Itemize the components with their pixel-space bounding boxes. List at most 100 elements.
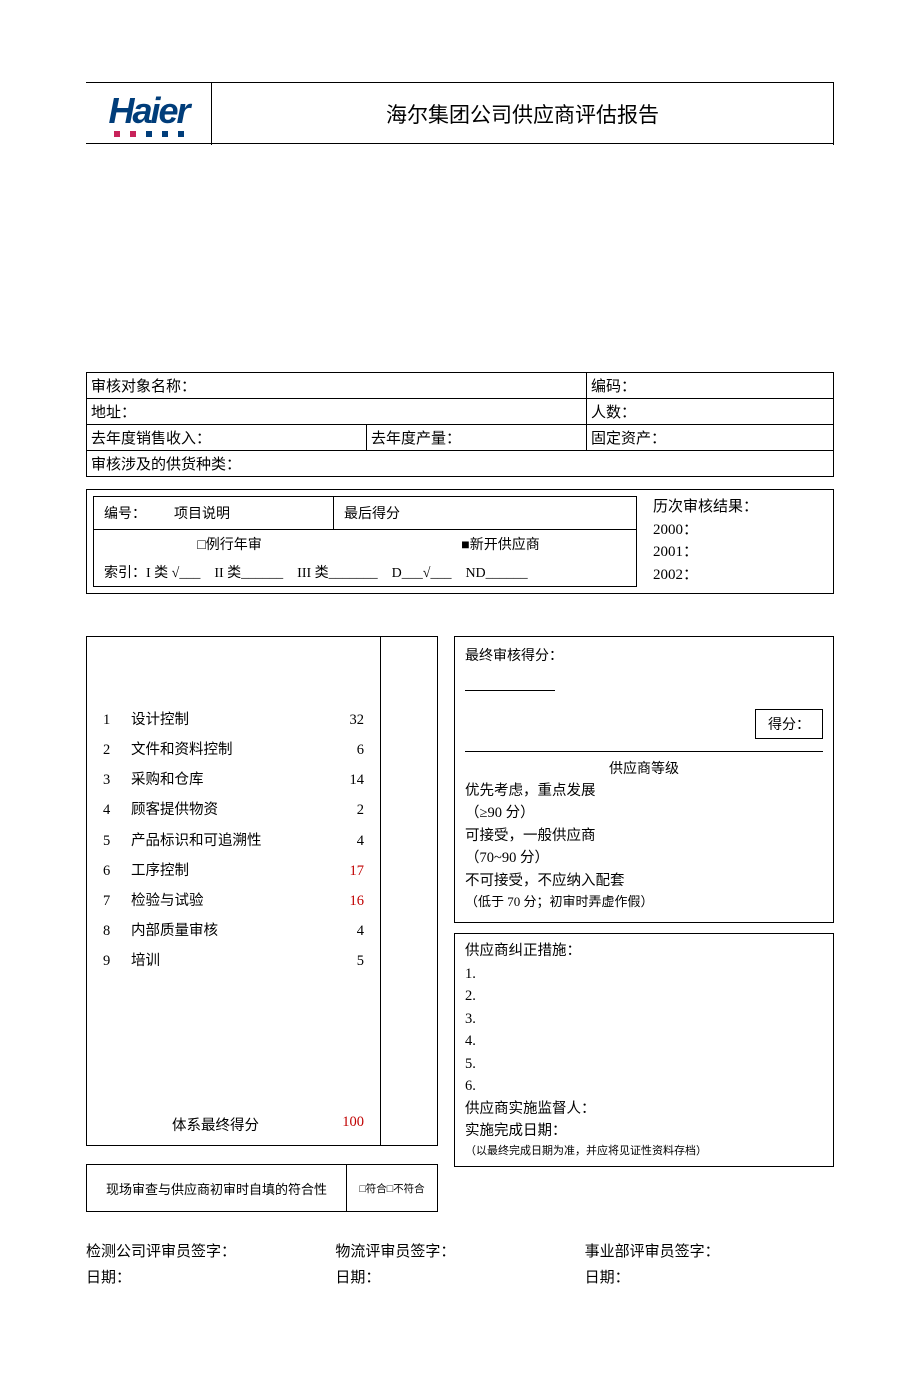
score-item-name: 设计控制 (131, 705, 324, 735)
sign-2: 物流评审员签字： (335, 1240, 584, 1266)
score-item-name: 顾客提供物资 (131, 795, 324, 825)
final-score-blank (465, 671, 555, 691)
sign-3: 事业部评审员签字： (585, 1240, 834, 1266)
history-box: 历次审核结果： 2000： 2001： 2002： (647, 496, 827, 587)
year-2001: 2001： (653, 541, 821, 564)
score-value: 2 (324, 795, 364, 825)
number-label: 编号： (104, 503, 146, 523)
audit-name-label: 审核对象名称： (87, 373, 587, 398)
sign-2-date: 日期： (335, 1266, 584, 1292)
conformity-box: 现场审查与供应商初审时自填的符合性 □符合□不符合 (86, 1164, 438, 1212)
score-value: 17 (324, 856, 364, 886)
grade-title: 供应商等级 (465, 758, 823, 778)
production-label: 去年度产量： (367, 425, 587, 450)
score-item-name: 产品标识和可追溯性 (131, 826, 324, 856)
sign-3-date: 日期： (585, 1266, 834, 1292)
grade-3a: 不可接受，不应纳入配套 (465, 870, 823, 892)
people-label: 人数： (587, 399, 833, 424)
year-2000: 2000： (653, 519, 821, 542)
score-row: 5产品标识和可追溯性4 (103, 826, 364, 856)
score-index: 5 (103, 826, 131, 856)
score-row: 7检验与试验16 (103, 886, 364, 916)
score-item-name: 工序控制 (131, 856, 324, 886)
address-label: 地址： (87, 399, 587, 424)
score-item-name: 文件和资料控制 (131, 735, 324, 765)
corrective-line: 5. (465, 1053, 823, 1075)
final-score-title: 最终审核得分： (465, 645, 823, 665)
score-index: 7 (103, 886, 131, 916)
corrective-title: 供应商纠正措施： (465, 940, 823, 962)
score-item-name: 内部质量审核 (131, 916, 324, 946)
corrective-note: （以最终完成日期为准，并应将见证性资料存档） (465, 1143, 823, 1160)
score-index: 8 (103, 916, 131, 946)
conformity-label: 现场审查与供应商初审时自填的符合性 (87, 1165, 347, 1211)
score-value: 4 (324, 916, 364, 946)
header: Haier 海尔集团公司供应商评估报告 (86, 82, 834, 144)
score-row: 3采购和仓库14 (103, 765, 364, 795)
score-total-value: 100 (308, 1114, 364, 1135)
supervisor-label: 供应商实施监督人： (465, 1098, 823, 1120)
score-value: 32 (324, 705, 364, 735)
score-value: 4 (324, 826, 364, 856)
mid-section: 编号： 项目说明 最后得分 □例行年审 ■新开供应商 索引：I 类 √___ I… (86, 489, 834, 594)
asset-label: 固定资产： (587, 425, 833, 450)
score-index: 6 (103, 856, 131, 886)
corrective-line: 4. (465, 1030, 823, 1052)
score-table: 1设计控制322文件和资料控制63采购和仓库144顾客提供物资25产品标识和可追… (86, 636, 438, 1146)
grade-1b: （≥90 分） (465, 802, 823, 824)
grade-box: 供应商等级 优先考虑，重点发展 （≥90 分） 可接受，一般供应商 （70~90… (465, 751, 823, 912)
item-label: 项目说明 (174, 503, 230, 523)
score-side-column (381, 637, 437, 1145)
final-score-box: 最终审核得分： 得分： 供应商等级 优先考虑，重点发展 （≥90 分） 可接受，… (454, 636, 834, 923)
sign-1: 检测公司评审员签字： (86, 1240, 335, 1266)
conformity-options: □符合□不符合 (347, 1165, 437, 1211)
score-item-name: 采购和仓库 (131, 765, 324, 795)
score-value: 16 (324, 886, 364, 916)
history-label: 历次审核结果： (653, 496, 821, 519)
score-total-label: 体系最终得分 (103, 1114, 308, 1135)
new-supplier-option: ■新开供应商 (365, 534, 636, 554)
score-row: 1设计控制32 (103, 705, 364, 735)
grade-1a: 优先考虑，重点发展 (465, 780, 823, 802)
logo: Haier (86, 83, 212, 145)
corrective-line: 6. (465, 1075, 823, 1097)
score-index: 2 (103, 735, 131, 765)
score-value: 6 (324, 735, 364, 765)
score-index: 9 (103, 946, 131, 976)
score-row: 9培训5 (103, 946, 364, 976)
score-value: 5 (324, 946, 364, 976)
code-label: 编码： (587, 373, 833, 398)
score-row: 6工序控制17 (103, 856, 364, 886)
final-score-header: 最后得分 (334, 497, 636, 529)
score-index: 4 (103, 795, 131, 825)
corrective-line: 1. (465, 963, 823, 985)
mid-left: 编号： 项目说明 最后得分 □例行年审 ■新开供应商 索引：I 类 √___ I… (93, 496, 637, 587)
completion-date-label: 实施完成日期： (465, 1120, 823, 1142)
year-2002: 2002： (653, 564, 821, 587)
score-total-row: 体系最终得分100 (103, 1086, 364, 1135)
page-title: 海尔集团公司供应商评估报告 (212, 83, 834, 145)
corrective-line: 3. (465, 1008, 823, 1030)
routine-option: □例行年审 (94, 534, 365, 554)
revenue-label: 去年度销售收入： (87, 425, 367, 450)
score-row: 8内部质量审核4 (103, 916, 364, 946)
grade-2b: （70~90 分） (465, 847, 823, 869)
sign-1-date: 日期： (86, 1266, 335, 1292)
info-table: 审核对象名称： 编码： 地址： 人数： 去年度销售收入： 去年度产量： 固定资产… (86, 372, 834, 477)
score-item-name: 培训 (131, 946, 324, 976)
supply-type-label: 审核涉及的供货种类： (87, 451, 833, 476)
score-row: 2文件和资料控制6 (103, 735, 364, 765)
logo-text: Haier (108, 93, 188, 129)
score-index: 1 (103, 705, 131, 735)
corrective-line: 2. (465, 985, 823, 1007)
score-value: 14 (324, 765, 364, 795)
grade-2a: 可接受，一般供应商 (465, 825, 823, 847)
logo-dots (114, 131, 184, 137)
score-label-box: 得分： (755, 709, 823, 739)
score-item-name: 检验与试验 (131, 886, 324, 916)
signature-row: 检测公司评审员签字： 日期： 物流评审员签字： 日期： 事业部评审员签字： 日期… (86, 1240, 834, 1291)
score-index: 3 (103, 765, 131, 795)
corrective-box: 供应商纠正措施： 1.2.3.4.5.6. 供应商实施监督人： 实施完成日期： … (454, 933, 834, 1166)
grade-3b: （低于 70 分；初审时弄虚作假） (465, 892, 823, 912)
score-row: 4顾客提供物资2 (103, 795, 364, 825)
